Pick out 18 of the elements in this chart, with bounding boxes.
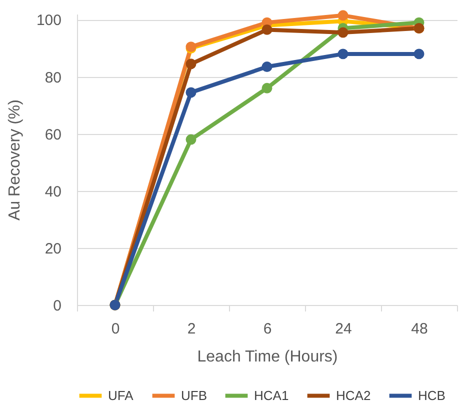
legend-label: UFB xyxy=(181,388,207,403)
y-tick-label: 80 xyxy=(44,69,62,86)
x-tick-label: 24 xyxy=(335,320,352,338)
y-tick-label: 100 xyxy=(36,12,62,30)
x-tick-label: 6 xyxy=(263,320,272,338)
y-axis-title: Au Recovery (%) xyxy=(6,100,24,220)
x-tick-label: 2 xyxy=(187,320,196,338)
legend-label: HCA1 xyxy=(254,388,289,403)
x-tick-label: 0 xyxy=(111,320,120,338)
y-tick-label: 0 xyxy=(53,298,62,314)
y-tick-label: 20 xyxy=(44,240,62,258)
x-tick-label: 48 xyxy=(411,320,428,338)
y-tick-label: 40 xyxy=(44,183,62,200)
legend-label: HCB xyxy=(418,388,446,403)
y-tick-label: 60 xyxy=(44,126,62,144)
legend-label: HCA2 xyxy=(336,388,371,403)
legend-label: UFA xyxy=(108,388,134,403)
x-axis-title: Leach Time (Hours) xyxy=(197,348,338,366)
